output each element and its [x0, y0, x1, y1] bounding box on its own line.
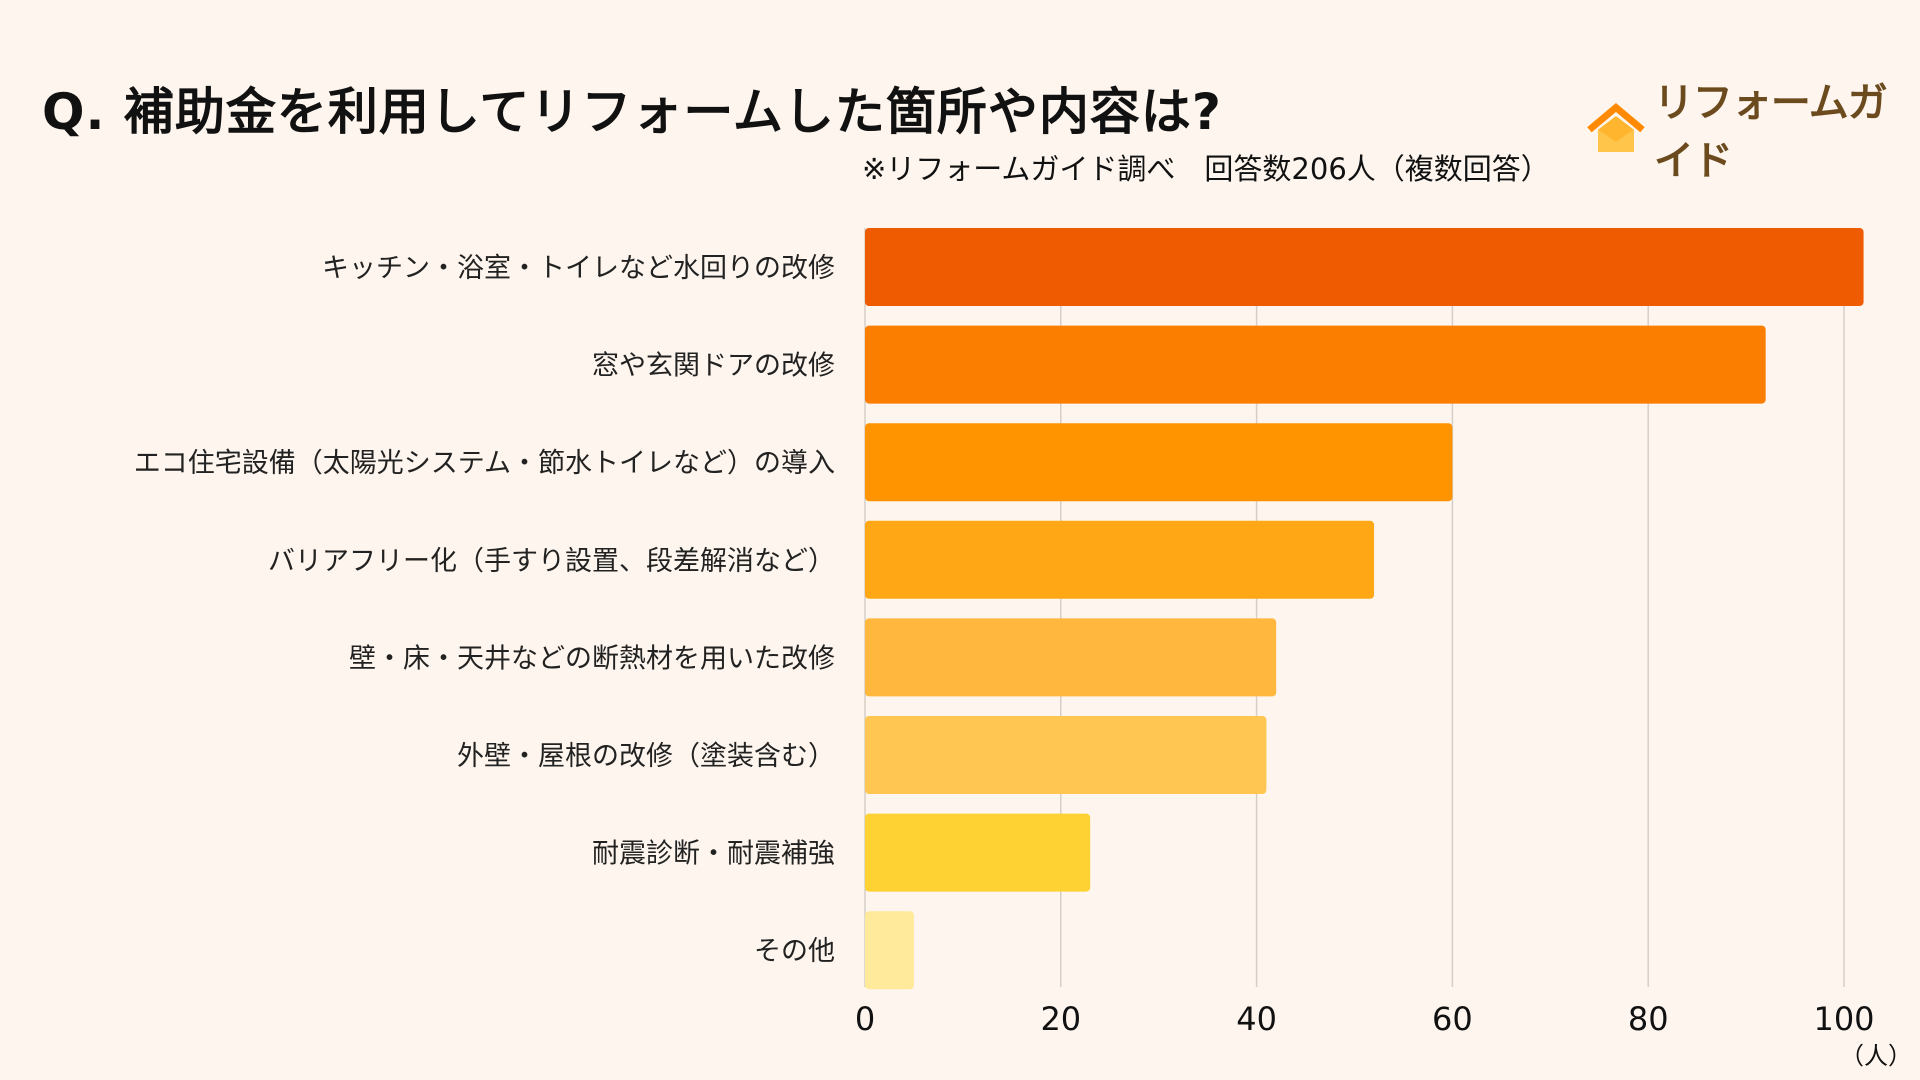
x-axis-unit: （人） — [1840, 1042, 1912, 1070]
chart-title: Q. 補助金を利用してリフォームした箇所や内容は? — [42, 83, 1222, 141]
x-tick-label: 0 — [855, 1000, 875, 1038]
category-label: 耐震診断・耐震補強 — [592, 839, 835, 870]
bar — [865, 813, 1091, 892]
bar — [865, 325, 1766, 404]
logo-text: リフォームガイド — [1653, 80, 1888, 184]
house-logo-icon — [1587, 102, 1645, 152]
category-label: 窓や玄関ドアの改修 — [592, 351, 835, 382]
category-label: その他 — [754, 936, 835, 967]
bar — [865, 520, 1375, 599]
category-label: エコ住宅設備（太陽光システム・節水トイレなど）の導入 — [134, 448, 835, 479]
bar — [865, 911, 914, 990]
x-tick-label: 80 — [1628, 1000, 1669, 1038]
x-tick-label: 60 — [1432, 1000, 1473, 1038]
category-label: キッチン・浴室・トイレなど水回りの改修 — [322, 253, 835, 284]
bar — [865, 618, 1277, 697]
x-tick-label: 20 — [1040, 1000, 1081, 1038]
category-label: 外壁・屋根の改修（塗装含む） — [457, 741, 835, 772]
bar — [865, 716, 1267, 794]
bar — [865, 228, 1864, 306]
bar — [865, 423, 1453, 502]
x-tick-label: 40 — [1236, 1000, 1277, 1038]
category-label: 壁・床・天井などの断熱材を用いた改修 — [349, 643, 835, 674]
chart-subtitle: ※リフォームガイド調べ 回答数206人（複数回答） — [862, 152, 1550, 186]
category-label: バリアフリー化（手すり設置、段差解消など） — [268, 546, 835, 577]
logo: リフォームガイド — [1586, 70, 1920, 186]
x-tick-label: 100 — [1813, 1000, 1874, 1038]
